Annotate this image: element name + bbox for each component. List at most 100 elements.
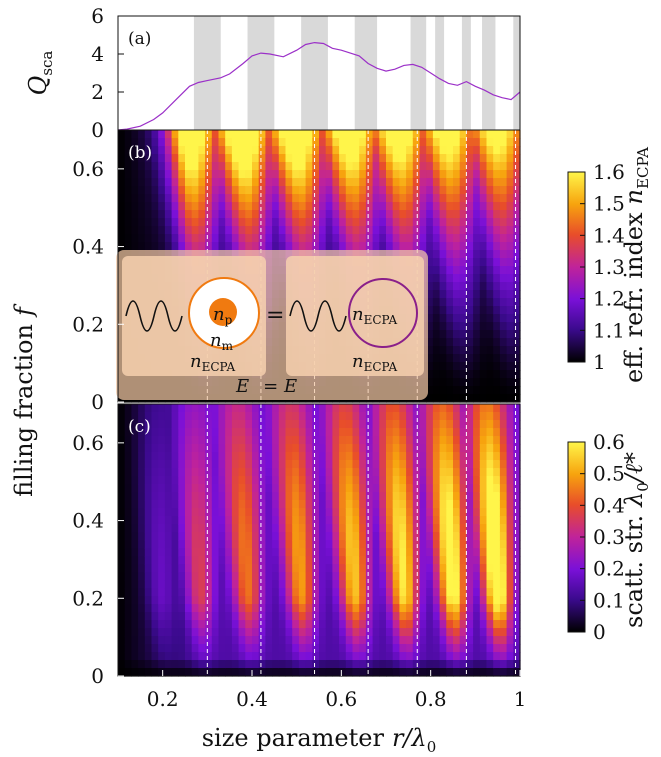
panel-c-heat-cell [252, 420, 260, 429]
panel-c-heat-cell [466, 460, 474, 469]
panel-c-heat-cell [292, 508, 300, 517]
panel-c-heat-cell [225, 452, 233, 461]
panel-c-heat-cell [171, 468, 179, 477]
panel-c-heat-cell [412, 508, 421, 517]
panel-c-heat-cell [218, 516, 226, 525]
panel-c-heat-cell [426, 644, 434, 653]
panel-b-heat-cell [513, 282, 521, 291]
panel-b-heat-cell [466, 354, 474, 363]
panel-b-heat-cell [305, 202, 313, 211]
panel-b-heat-cell [473, 386, 481, 395]
panel-c-heat-cell [238, 524, 246, 533]
panel-c-heat-cell [218, 412, 226, 421]
panel-c-heat-cell [339, 412, 347, 421]
panel-c-heat-cell [252, 428, 260, 437]
panel-c-heat-cell [339, 636, 347, 645]
panel-b-heat-cell [386, 170, 394, 179]
panel-b-heat-cell [158, 170, 166, 179]
panel-c-heat-cell [372, 420, 380, 429]
panel-c-heat-cell [513, 508, 521, 517]
panel-c-heat-cell [479, 484, 488, 493]
panel-b-heat-cell [506, 130, 514, 139]
panel-b-heat-cell [198, 170, 206, 179]
panel-c-heat-cell [359, 556, 367, 565]
panel-c-heat-cell [292, 660, 300, 669]
panel-b-heat-cell [486, 146, 494, 155]
panel-a-qsca-line [117, 41, 521, 131]
panel-c-heat-cell [459, 404, 467, 413]
panel-c-heat-cell [185, 404, 193, 413]
panel-c-heat-cell [278, 412, 287, 421]
panel-c-heat-cell [245, 500, 253, 509]
panel-c-heat-cell [164, 500, 173, 509]
panel-c-heat-cell [231, 428, 240, 437]
panel-c-heat-cell [285, 636, 293, 645]
panel-c-heat-cell [406, 604, 414, 613]
panel-c-heat-cell [412, 476, 421, 485]
panel-c-heat-cell [265, 644, 273, 653]
panel-c-heat-cell [506, 540, 514, 549]
panel-c-heat-cell [144, 564, 153, 573]
panel-b-heat-cell [499, 282, 508, 291]
panel-b-heat-cell [486, 282, 494, 291]
panel-c-heat-cell [151, 508, 159, 517]
panel-b-heat-cell [493, 362, 501, 371]
panel-c-heat-cell [278, 428, 287, 437]
panel-b-heat-cell [325, 210, 333, 219]
panel-b-heat-cell [419, 218, 427, 227]
panel-c-heat-cell [419, 652, 427, 661]
panel-c-heat-cell [298, 508, 307, 517]
panel-c-heat-cell [245, 452, 253, 461]
panel-b-heat-cell [453, 386, 461, 395]
panel-c-heat-cell [359, 668, 367, 677]
panel-c-heat-cell [325, 612, 333, 621]
panel-c-heat-cell [138, 492, 146, 501]
panel-c-heat-cell [453, 540, 461, 549]
panel-c-heat-cell [486, 428, 494, 437]
panel-c-heat-cell [432, 612, 441, 621]
panel-c-heat-cell [312, 540, 320, 549]
panel-b-heat-cell [379, 178, 387, 187]
panel-c-heat-cell [439, 628, 447, 637]
panel-c-heat-cell [285, 412, 293, 421]
panel-c-heat-cell [453, 564, 461, 573]
panel-c-heat-cell [158, 660, 166, 669]
panel-b-heat-cell [185, 178, 193, 187]
panel-b-heat-cell [218, 170, 226, 179]
panel-c-heat-cell [312, 428, 320, 437]
panel-b-heat-cell [426, 250, 434, 259]
panel-c-heat-cell [198, 572, 206, 581]
panel-c-heat-cell [178, 468, 186, 477]
panel-c-heat-cell [151, 460, 159, 469]
panel-b-heat-cell [171, 234, 179, 243]
panel-c-heat-cell [185, 612, 193, 621]
panel-c-heat-cell [473, 428, 481, 437]
panel-c-heat-cell [171, 668, 179, 677]
panel-c-heat-cell [493, 492, 501, 501]
panel-c-heat-cell [272, 596, 280, 605]
panel-c-heat-cell [345, 468, 354, 477]
panel-c-heat-cell [372, 548, 380, 557]
panel-b-heat-cell [238, 154, 246, 163]
panel-b-heat-cell [466, 250, 474, 259]
panel-b-heat-cell [352, 194, 360, 203]
panel-c-heat-cell [151, 652, 159, 661]
panel-b-heat-cell [479, 162, 488, 171]
panel-c-heat-cell [365, 532, 374, 541]
panel-c-heat-cell [205, 580, 213, 589]
panel-c-heat-cell [225, 484, 233, 493]
panel-c-heat-cell [185, 548, 193, 557]
panel-c-heat-cell [285, 548, 293, 557]
panel-b-heat-cell [453, 394, 461, 403]
panel-c-heat-cell [506, 428, 514, 437]
panel-c-heat-cell [151, 612, 159, 621]
panel-c-heat-cell [352, 668, 360, 677]
panel-b-heat-cell [352, 226, 360, 235]
colorbar-c-ticks: 00.10.20.30.40.50.6 [580, 430, 625, 644]
panel-c-heat-cell [258, 508, 266, 517]
panel-c-heat-cell [466, 452, 474, 461]
panel-c-heat-cell [278, 540, 287, 549]
panel-c-heat-cell [298, 580, 307, 589]
panel-b-heat-cell [245, 218, 253, 227]
panel-b-heat-cell [432, 330, 441, 339]
